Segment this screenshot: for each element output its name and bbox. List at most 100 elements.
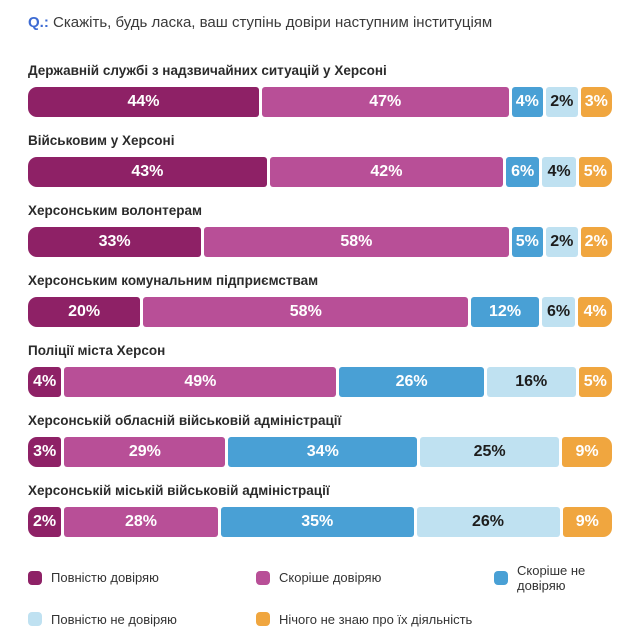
bar-segment: 4% [511,86,544,117]
segment-value-label: 4% [583,302,607,320]
segment-value-label: 58% [340,232,373,250]
segment-value-label: 12% [489,302,522,320]
bar-row: Херсонським волонтерам 33% 58% 5% 2% 2% [28,203,612,257]
chart-title: Q.: Скажіть, будь ласка, ваш ступінь дов… [28,14,612,33]
segment-value-label: 42% [370,162,403,180]
bar-segment: 6% [506,156,540,187]
category-label: Херсонській міській військовій адміністр… [28,482,330,498]
stacked-bar: 44% 47% 4% 2% 3% [28,86,612,117]
legend-label: Нічого не знаю про їх діяльність [279,611,473,627]
segment-value-label: 3% [584,92,608,110]
legend-item: Нічого не знаю про їх діяльність [256,612,494,627]
bar-row: Державній службі з надзвичайних ситуацій… [28,63,612,117]
category-label: Херсонським комунальним підприємствам [28,272,319,288]
segment-value-label: 5% [583,372,607,390]
legend-label: Повністю не довіряю [51,611,177,627]
bar-segment: 4% [28,366,62,397]
segment-value-label: 29% [128,442,161,460]
legend-label: Скоріше довіряю [279,570,382,586]
segment-value-label: 26% [471,512,505,530]
bar-segment: 3% [28,436,62,467]
segment-value-label: 16% [515,372,548,390]
segment-value-label: 34% [306,442,339,460]
category-label: Поліції міста Херсон [28,342,166,358]
question-prefix: Q.: [28,14,49,31]
segment-value-label: 9% [575,512,599,530]
bar-segment: 42% [269,156,504,187]
segment-value-label: 2% [550,92,574,110]
bar-segment: 9% [562,436,612,467]
bar-segment: 5% [511,226,544,257]
legend-item: Повністю не довіряю [28,612,256,627]
segment-value-label: 4% [547,162,571,180]
legend-item: Скоріше не довіряю [494,563,612,593]
bar-segment: 16% [486,366,576,397]
bar-segment: 9% [562,506,612,537]
bar-segment: 25% [420,436,560,467]
legend-swatch-icon [28,612,42,627]
segment-value-label: 4% [33,372,57,390]
segment-value-label: 43% [131,162,164,180]
legend-item: Повністю довіряю [28,563,256,593]
bar-segment: 26% [339,366,484,397]
bar-segment: 4% [578,296,612,327]
segment-value-label: 9% [575,442,599,460]
bar-segment: 2% [580,226,612,257]
segment-value-label: 35% [301,512,334,530]
bar-segment: 2% [28,506,61,537]
bar-segment: 33% [28,226,202,257]
bar-row: Військовим у Херсоні 43% 42% 6% 4% 5% [28,132,613,187]
bar-segment: 12% [471,296,539,327]
legend-label: Повністю довіряю [51,570,159,586]
segment-value-label: 25% [473,442,506,460]
bar-segment: 49% [64,366,337,397]
segment-value-label: 49% [184,372,217,390]
bar-segment: 5% [578,156,613,187]
legend-swatch-icon [494,570,508,585]
bar-row: Херсонським комунальним підприємствам 20%… [28,273,612,327]
segment-value-label: 28% [124,512,158,530]
segment-value-label: 47% [369,92,402,110]
segment-value-label: 20% [68,302,101,320]
bar-segment: 29% [64,436,226,467]
segment-value-label: 26% [395,372,428,390]
legend-swatch-icon [256,612,270,627]
category-label: Херсонській обласній військовій адмініст… [28,412,342,428]
segment-value-label: 5% [515,232,539,250]
bar-segment: 58% [204,226,509,257]
legend-swatch-icon [28,570,42,585]
bar-segment: 3% [580,86,612,117]
bar-segment: 2% [546,86,578,117]
bar-segment: 5% [578,366,613,397]
bar-segment: 43% [28,156,267,187]
bar-rows: Державній службі з надзвичайних ситуацій… [28,63,613,537]
stacked-bar: 3% 29% 34% 25% 9% [28,436,612,467]
bar-segment: 34% [228,436,418,467]
segment-value-label: 44% [127,92,160,110]
segment-value-label: 5% [583,162,607,180]
segment-value-label: 6% [546,302,571,320]
legend-item: Скоріше довіряю [256,563,494,593]
stacked-bar: 20% 58% 12% 6% 4% [28,296,612,327]
bar-segment: 44% [28,86,259,117]
segment-value-label: 6% [511,162,535,180]
bar-segment: 26% [416,506,560,537]
segment-value-label: 4% [515,92,539,110]
stacked-bar: 4% 49% 26% 16% 5% [28,366,613,397]
bar-segment: 58% [143,296,469,327]
bar-segment: 28% [64,506,218,537]
category-label: Херсонським волонтерам [28,202,202,218]
category-label: Державній службі з надзвичайних ситуацій… [28,62,387,78]
stacked-bar: 33% 58% 5% 2% 2% [28,226,612,257]
segment-value-label: 2% [584,232,608,250]
legend-label: Скоріше не довіряю [517,562,586,593]
segment-value-label: 58% [289,302,322,320]
bar-segment: 4% [542,156,576,187]
segment-value-label: 2% [32,512,57,530]
bar-row: Поліції міста Херсон 4% 49% 26% 16% 5% [28,342,613,397]
category-label: Військовим у Херсоні [28,132,175,148]
legend-swatch-icon [256,570,270,585]
bar-segment: 47% [261,86,509,117]
bar-segment: 35% [221,506,414,537]
